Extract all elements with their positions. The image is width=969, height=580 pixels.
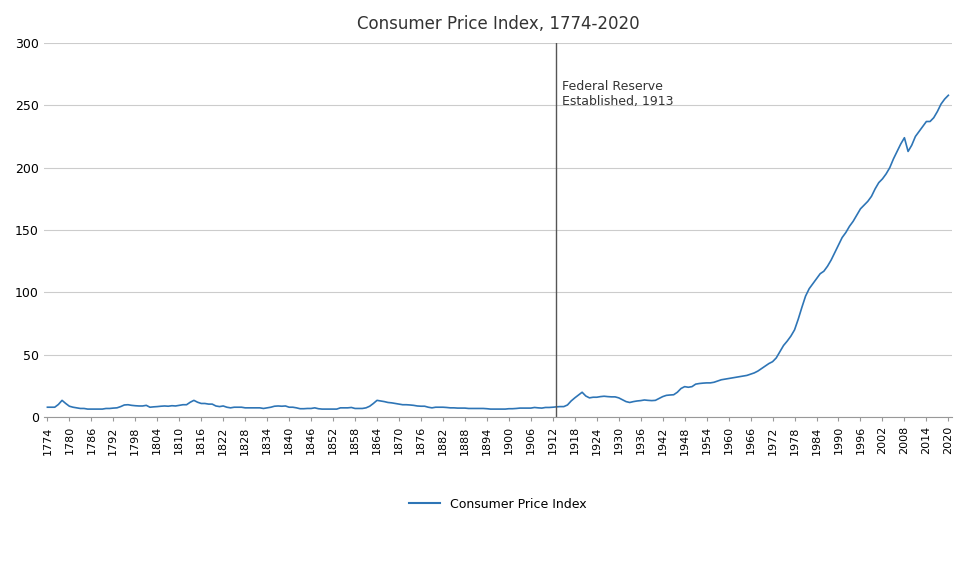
Legend: Consumer Price Index: Consumer Price Index	[404, 493, 592, 516]
Text: Federal Reserve
Established, 1913: Federal Reserve Established, 1913	[562, 80, 673, 108]
Title: Consumer Price Index, 1774-2020: Consumer Price Index, 1774-2020	[357, 15, 640, 33]
